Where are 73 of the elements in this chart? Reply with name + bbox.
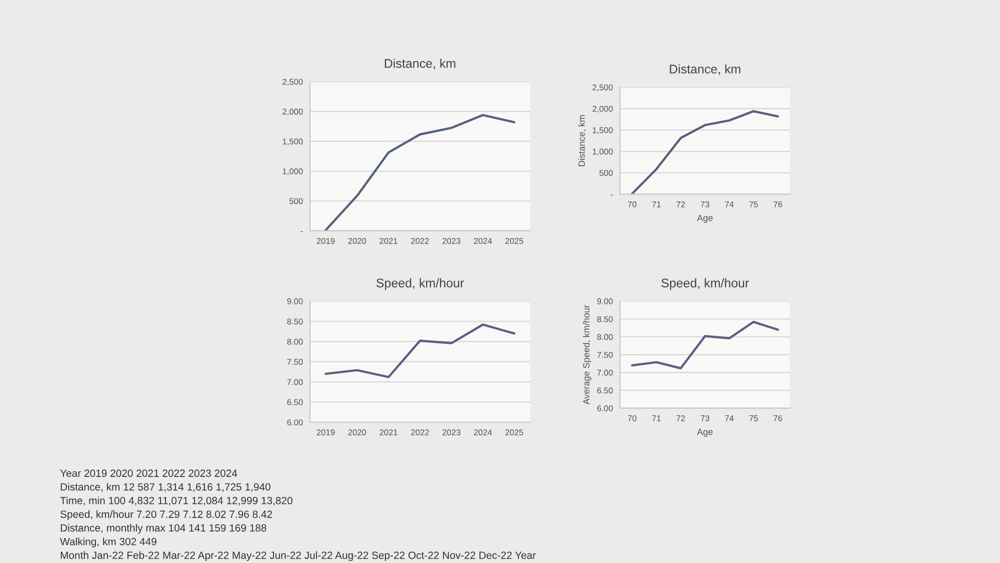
x-tick-label: 2025 <box>505 238 524 244</box>
y-tick-label: 7.50 <box>597 352 613 358</box>
y-tick-label: 7.50 <box>287 358 303 365</box>
x-tick-label: 2023 <box>442 429 460 436</box>
y-tick-label: 500 <box>599 170 613 176</box>
line-series <box>324 323 516 378</box>
y-tick-label: 2,500 <box>282 78 303 86</box>
text: Year 2019 2020 2021 2022 2023 2024 <box>60 470 238 477</box>
y-tick-label: 6.50 <box>287 399 303 406</box>
text: Distance, km 12 587 1,314 1,616 1,725 1,940 <box>60 482 270 492</box>
y-tick-label: 7.00 <box>287 379 303 386</box>
y-tick-label: - <box>610 194 613 196</box>
y-tick-label: 8.00 <box>287 338 303 345</box>
y-tick-label: 2,000 <box>282 108 303 116</box>
text: Speed, km/hour 7.20 7.29 7.12 8.02 7.96 8.42 <box>60 510 272 520</box>
x-tick-label: 72 <box>676 415 685 422</box>
y-tick-label: 9.00 <box>287 298 303 304</box>
y-tick-label: 8.50 <box>597 316 613 322</box>
x-tick-label: 70 <box>628 201 636 208</box>
y-tick-label: 8.50 <box>287 318 303 324</box>
y-tick-label: 500 <box>289 198 303 204</box>
chart-title: Distance, km <box>670 64 740 75</box>
x-tick-label: 2024 <box>474 429 492 436</box>
chart-title: Distance, km <box>384 58 456 70</box>
x-tick-label: 2024 <box>474 238 492 244</box>
x-tick-label: 2021 <box>380 429 398 436</box>
text: Walking, km 302 449 <box>60 538 156 548</box>
y-axis-title: Distance, km <box>578 115 586 166</box>
x-tick-label: 2019 <box>316 238 335 244</box>
y-tick-label: 1,000 <box>592 148 613 156</box>
line-series <box>631 110 779 194</box>
line-series <box>324 114 516 231</box>
y-tick-label: 1,500 <box>282 138 303 146</box>
y-tick-label: 6.00 <box>597 405 613 412</box>
y-tick-label: - <box>300 231 303 232</box>
chart-title: Speed, km/hour <box>661 278 749 290</box>
text: Time, min 100 4,832 11,071 12,084 12,999 13,820 <box>60 496 292 506</box>
x-tick-label: 2023 <box>442 238 460 244</box>
x-tick-label: 71 <box>652 415 661 422</box>
y-tick-label: 9.00 <box>597 298 613 304</box>
x-tick-label: 2022 <box>411 429 429 436</box>
x-tick-label: 2020 <box>348 429 366 436</box>
y-tick-label: 6.00 <box>287 419 303 426</box>
x-tick-label: 2025 <box>505 429 524 436</box>
y-tick-label: 1,500 <box>592 127 613 134</box>
y-tick-label: 2,500 <box>592 84 613 92</box>
line-series <box>631 320 779 370</box>
x-tick-label: 70 <box>628 415 636 422</box>
x-tick-label: 73 <box>700 415 710 422</box>
x-tick-label: 2019 <box>316 429 335 436</box>
x-tick-label: 76 <box>774 415 782 422</box>
x-tick-label: 76 <box>774 201 782 208</box>
x-tick-label: 73 <box>700 201 710 208</box>
text: Distance, monthly max 104 141 159 169 188 <box>60 524 266 534</box>
y-axis-title: Average Speed, km/hour <box>582 304 592 405</box>
x-tick-label: 72 <box>676 201 685 208</box>
y-tick-label: 7.00 <box>597 370 613 376</box>
x-axis-title: Age <box>696 214 713 223</box>
y-tick-label: 1,000 <box>282 168 303 176</box>
x-tick-label: 2022 <box>411 238 429 244</box>
x-tick-label: 74 <box>725 201 734 208</box>
y-tick-label: 8.00 <box>597 334 613 340</box>
y-tick-label: 6.50 <box>597 388 613 394</box>
x-tick-label: 75 <box>749 201 758 208</box>
text: Month Jan-22 Feb-22 Mar-22 Apr-22 May-22 Jun-22 Jul-22 Aug-22 Sep-22 Oct-22 Nov-22 Dec-22 Year <box>60 551 536 562</box>
x-tick-label: 2020 <box>348 238 366 244</box>
x-tick-label: 74 <box>725 415 734 422</box>
x-tick-label: 75 <box>749 415 758 422</box>
x-tick-label: 71 <box>652 201 661 208</box>
x-tick-label: 2021 <box>380 238 398 244</box>
chart-title: Speed, km/hour <box>376 278 464 290</box>
x-axis-title: Age <box>696 428 713 437</box>
y-tick-label: 2,000 <box>592 106 613 113</box>
